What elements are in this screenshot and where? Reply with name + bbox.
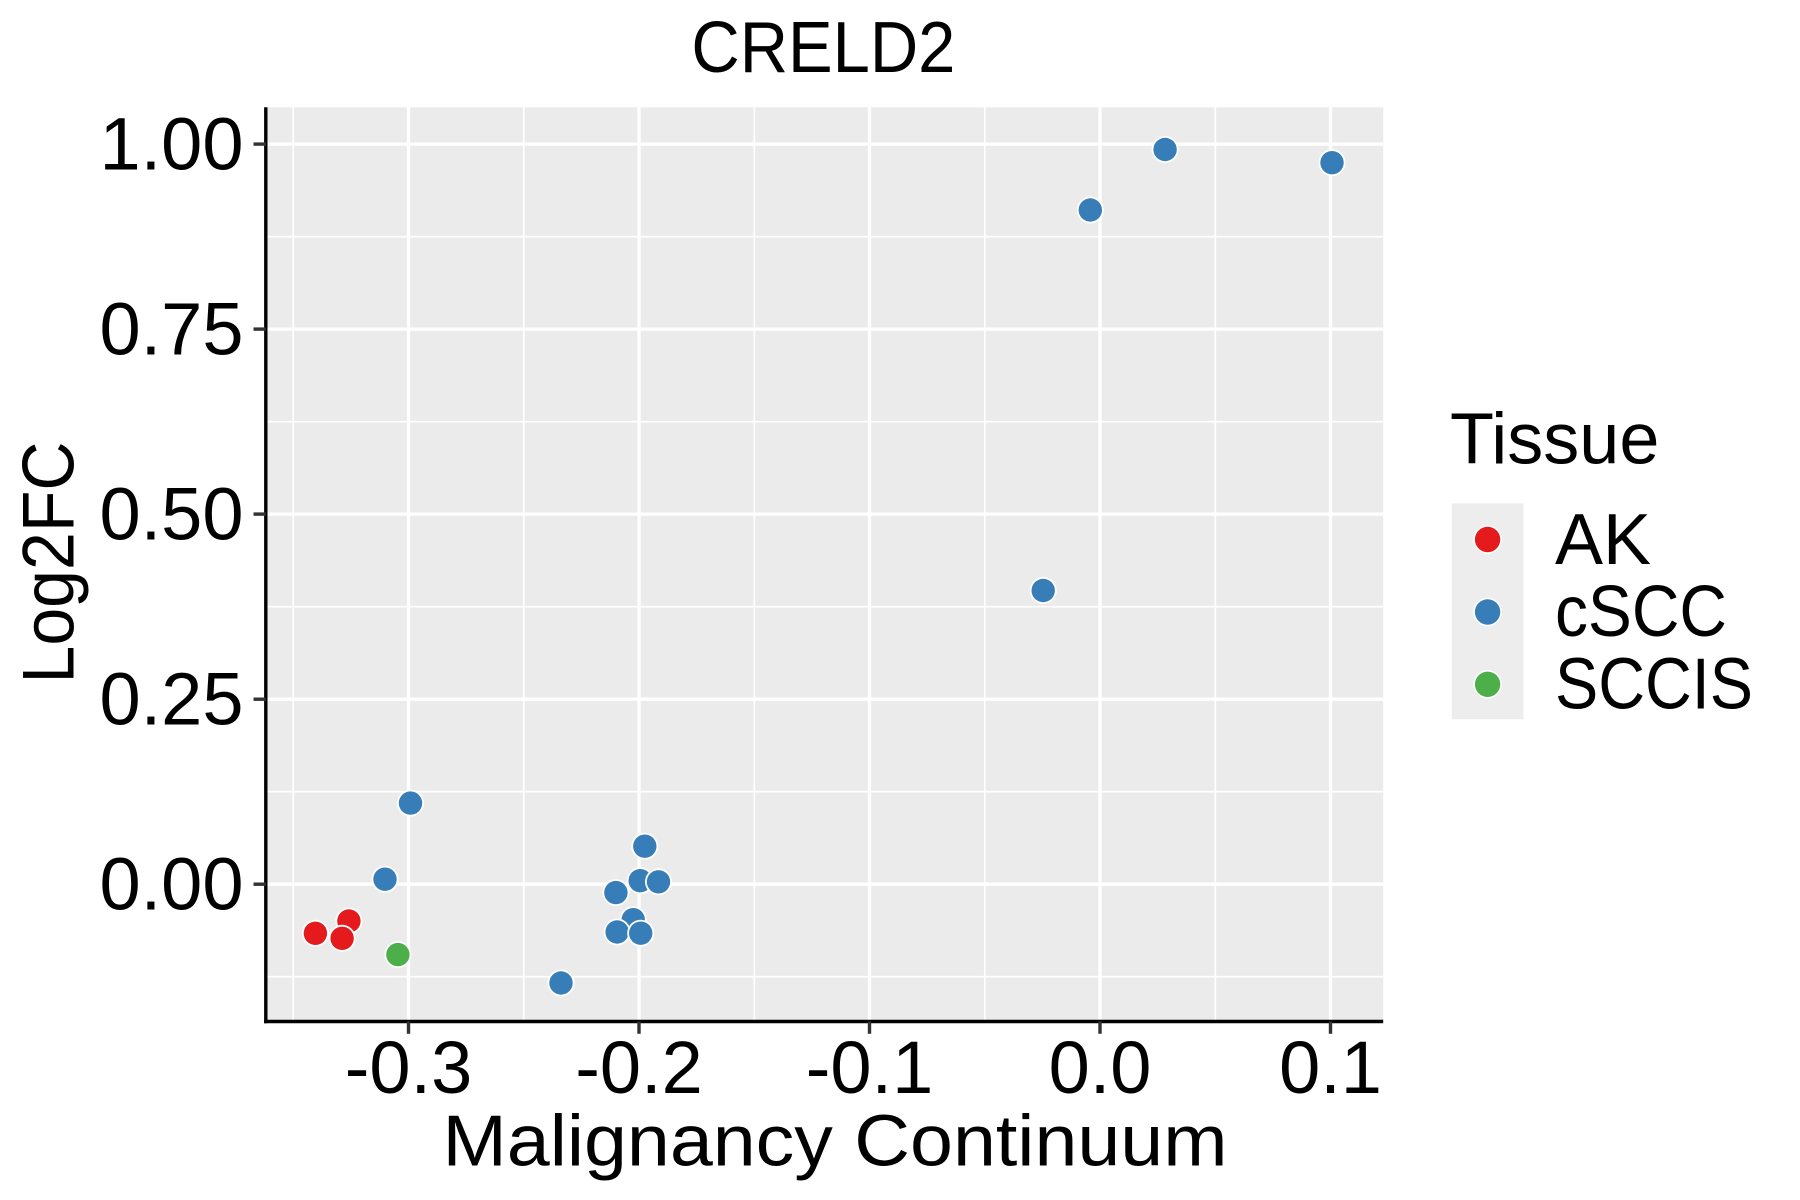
svg-text:cSCC: cSCC <box>1555 572 1727 652</box>
svg-text:1.00: 1.00 <box>99 103 243 186</box>
svg-text:CRELD2: CRELD2 <box>691 8 955 88</box>
svg-text:SCCIS: SCCIS <box>1555 645 1753 725</box>
svg-text:0.00: 0.00 <box>99 843 243 926</box>
svg-text:AK: AK <box>1555 500 1651 580</box>
svg-text:0.0: 0.0 <box>1049 1026 1152 1109</box>
svg-text:Tissue: Tissue <box>1450 399 1659 479</box>
svg-text:Log2FC: Log2FC <box>9 442 90 684</box>
svg-text:0.50: 0.50 <box>99 473 243 556</box>
svg-text:0.75: 0.75 <box>99 288 243 371</box>
svg-text:0.25: 0.25 <box>99 658 243 741</box>
svg-text:-0.1: -0.1 <box>806 1026 934 1109</box>
svg-text:-0.3: -0.3 <box>345 1026 473 1109</box>
svg-text:Malignancy Continuum: Malignancy Continuum <box>443 1101 1228 1181</box>
svg-text:-0.2: -0.2 <box>575 1026 703 1109</box>
svg-text:0.1: 0.1 <box>1279 1026 1382 1109</box>
